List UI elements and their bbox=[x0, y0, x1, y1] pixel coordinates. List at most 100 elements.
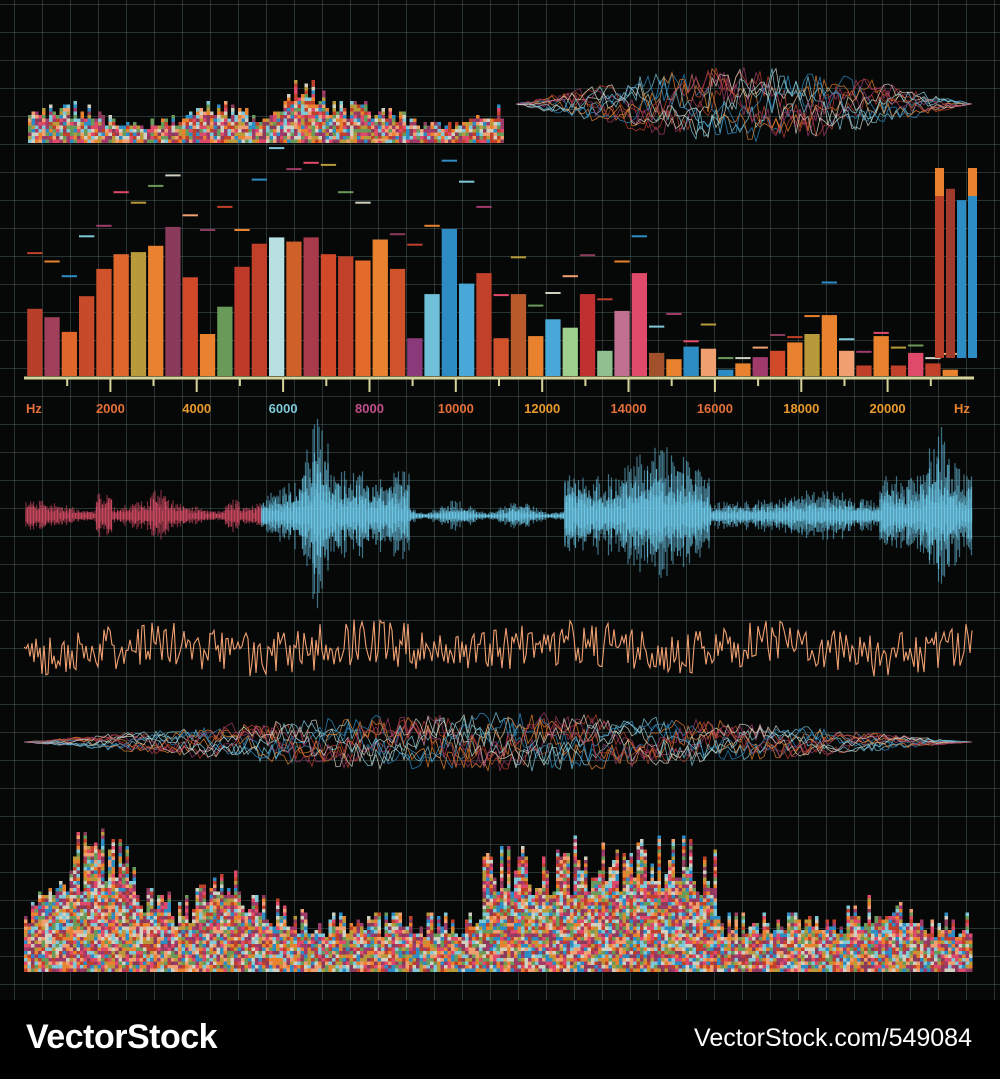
bottom-mosaic-cell-1731 bbox=[272, 961, 276, 965]
bottom-mosaic-cell-1322 bbox=[206, 965, 210, 969]
top-mosaic-cell-878 bbox=[371, 132, 375, 136]
top-mosaic-cell-584 bbox=[287, 139, 291, 143]
top-mosaic-cell-216 bbox=[115, 136, 119, 140]
bottom-mosaic-cell-2644 bbox=[486, 856, 490, 860]
bottom-mosaic-cell-3086 bbox=[542, 926, 546, 930]
bottom-mosaic-cell-1154 bbox=[174, 933, 178, 937]
bottom-mosaic-cell-2694 bbox=[493, 916, 497, 920]
bottom-mosaic-cell-1814 bbox=[290, 958, 294, 962]
bottom-mosaic-cell-2721 bbox=[496, 916, 500, 920]
bottom-mosaic-cell-111 bbox=[41, 902, 45, 906]
bottom-mosaic-cell-2194 bbox=[384, 944, 388, 948]
bottom-mosaic-cell-1761 bbox=[276, 902, 280, 906]
bottom-mosaic-cell-3203 bbox=[556, 891, 560, 895]
bottom-mosaic-cell-2095 bbox=[360, 937, 364, 941]
bottom-mosaic-cell-3261 bbox=[563, 926, 567, 930]
bottom-mosaic-cell-52 bbox=[34, 961, 38, 965]
bottom-mosaic-cell-2076 bbox=[356, 951, 360, 955]
bottom-mosaic-cell-947 bbox=[139, 940, 143, 944]
top-mosaic-cell-334 bbox=[185, 115, 189, 119]
bottom-mosaic-cell-939 bbox=[139, 968, 143, 972]
bottom-mosaic-cell-183 bbox=[55, 965, 59, 969]
top-mosaic-cell-212 bbox=[112, 125, 116, 129]
bottom-mosaic-cell-1280 bbox=[199, 937, 203, 941]
middle-multiline-waves bbox=[23, 711, 973, 772]
bottom-mosaic-cell-2757 bbox=[500, 870, 504, 874]
bottom-mosaic-cell-308 bbox=[69, 870, 73, 874]
bottom-mosaic-cell-3233 bbox=[559, 909, 563, 913]
bottom-mosaic-cell-14 bbox=[24, 919, 28, 923]
bottom-mosaic-cell-3642 bbox=[608, 965, 612, 969]
top-mosaic-cell-340 bbox=[189, 122, 193, 126]
bottom-mosaic-cell-2801 bbox=[507, 926, 511, 930]
bottom-mosaic-cell-1555 bbox=[237, 916, 241, 920]
bottom-mosaic-cell-2129 bbox=[370, 965, 374, 969]
bottom-mosaic-cell-1521 bbox=[234, 933, 238, 937]
bottom-mosaic-cell-2161 bbox=[377, 965, 381, 969]
bottom-mosaic-cell-3029 bbox=[535, 958, 539, 962]
bottom-mosaic-cell-1244 bbox=[192, 916, 196, 920]
bottom-mosaic-cell-1497 bbox=[230, 940, 234, 944]
bottom-mosaic-cell-1977 bbox=[332, 944, 336, 948]
top-mosaic-cell-1109 bbox=[493, 136, 497, 140]
top-mosaic-cell-445 bbox=[227, 129, 231, 133]
bottom-mosaic-cell-1010 bbox=[150, 930, 154, 934]
top-mosaic-cell-565 bbox=[280, 132, 284, 136]
bottom-mosaic-cell-3341 bbox=[573, 961, 577, 965]
top-mosaic-cell-401 bbox=[210, 111, 214, 115]
top-mosaic-cell-997 bbox=[427, 125, 431, 129]
bottom-mosaic-cell-380 bbox=[76, 835, 80, 839]
top-mosaic-cell-172 bbox=[94, 136, 98, 140]
bottom-mosaic-cell-2729 bbox=[500, 968, 504, 972]
bottom-mosaic-cell-2665 bbox=[489, 902, 493, 906]
bottom-mosaic-cell-3351 bbox=[573, 926, 577, 930]
bottom-mosaic-cell-2595 bbox=[482, 912, 486, 916]
top-mosaic-cell-496 bbox=[245, 108, 249, 112]
top-mosaic-cell-1110 bbox=[493, 132, 497, 136]
top-mosaic-cell-855 bbox=[364, 139, 368, 143]
bottom-mosaic-cell-2983 bbox=[528, 954, 532, 958]
top-mosaic-cell-528 bbox=[262, 122, 266, 126]
bottom-mosaic-cell-1774 bbox=[279, 930, 283, 934]
top-mosaic-cell-1093 bbox=[483, 118, 487, 122]
bottom-mosaic-cell-1569 bbox=[241, 947, 245, 951]
bottom-mosaic-cell-1796 bbox=[283, 909, 287, 913]
bottom-mosaic-cell-2960 bbox=[524, 919, 528, 923]
bottom-mosaic-cell-1947 bbox=[325, 961, 329, 965]
bottom-mosaic-cell-2299 bbox=[409, 954, 413, 958]
bottom-mosaic-cell-1951 bbox=[325, 947, 329, 951]
top-mosaic-cell-871 bbox=[367, 125, 371, 129]
top-mosaic-cell-841 bbox=[357, 111, 361, 115]
bottom-mosaic-cell-1009 bbox=[150, 933, 154, 937]
bottom-mosaic-cell-940 bbox=[139, 965, 143, 969]
top-mosaic-cell-6 bbox=[28, 118, 32, 122]
bottom-mosaic-cell-2875 bbox=[514, 874, 518, 878]
bottom-mosaic-cell-2812 bbox=[507, 888, 511, 892]
bottom-mosaic-cell-1428 bbox=[220, 923, 224, 927]
bottom-mosaic-cell-2478 bbox=[454, 951, 458, 955]
top-mosaic-cell-703 bbox=[315, 139, 319, 143]
bottom-mosaic-cell-3573 bbox=[598, 884, 602, 888]
top-mosaic-cell-28 bbox=[38, 132, 42, 136]
bottom-mosaic-cell-1713 bbox=[265, 923, 269, 927]
bar-23 bbox=[424, 294, 440, 376]
bottom-mosaic-cell-582 bbox=[97, 870, 101, 874]
bottom-mosaic-cell-3522 bbox=[594, 968, 598, 972]
bottom-mosaic-cell-2942 bbox=[521, 856, 525, 860]
bottom-mosaic-cell-3580 bbox=[601, 961, 605, 965]
bottom-mosaic-cell-2766 bbox=[503, 965, 507, 969]
bottom-mosaic-cell-633 bbox=[104, 958, 108, 962]
bottom-mosaic-cell-3375 bbox=[573, 842, 577, 846]
bottom-mosaic-cell-955 bbox=[139, 912, 143, 916]
top-wave-line-3 bbox=[515, 73, 973, 134]
bottom-mosaic-cell-1447 bbox=[223, 954, 227, 958]
bottom-mosaic-cell-11 bbox=[24, 930, 28, 934]
top-mosaic-cell-404 bbox=[213, 132, 217, 136]
bottom-mosaic-cell-127 bbox=[45, 923, 49, 927]
bottom-mosaic-cell-3439 bbox=[584, 968, 588, 972]
top-mosaic-cell-977 bbox=[413, 118, 417, 122]
bottom-mosaic-cell-2239 bbox=[395, 954, 399, 958]
bottom-mosaic-cell-3529 bbox=[594, 944, 598, 948]
bottom-mosaic-cell-1418 bbox=[220, 958, 224, 962]
top-mosaic-cell-166 bbox=[91, 132, 95, 136]
